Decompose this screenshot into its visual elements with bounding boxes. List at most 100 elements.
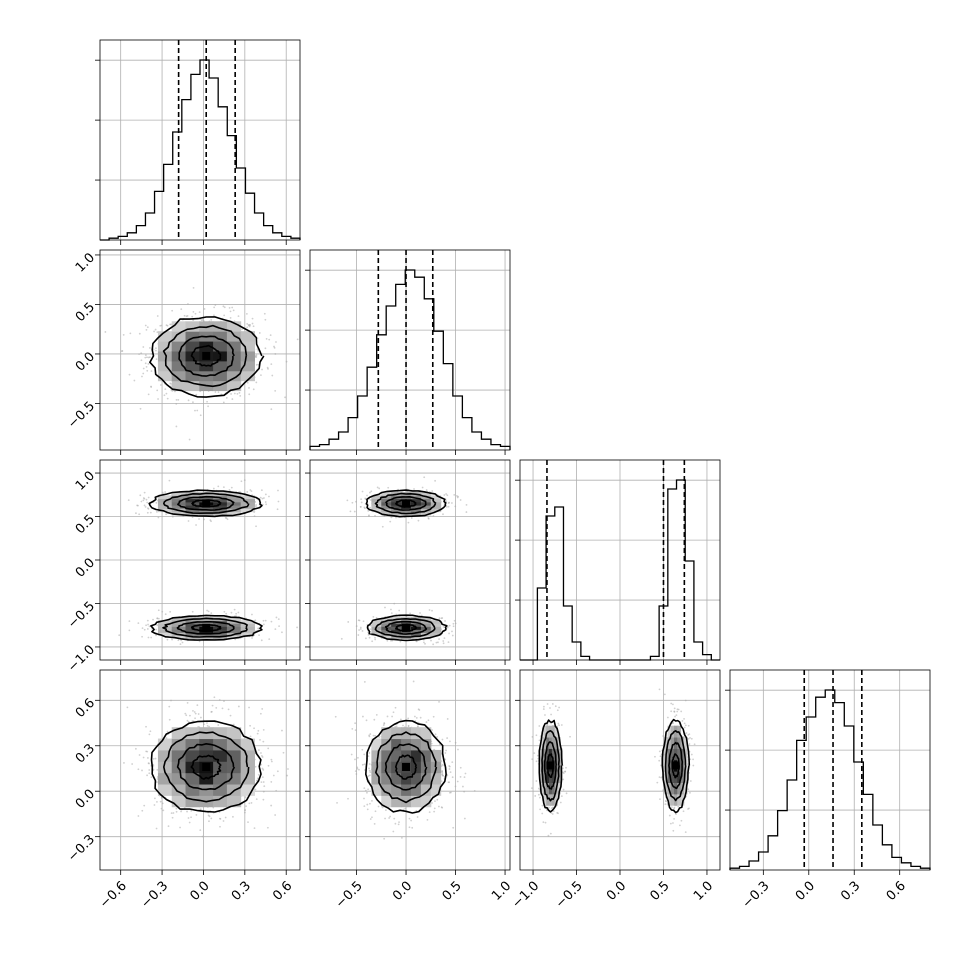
density-cell [185,341,200,352]
panel-content [334,680,476,840]
scatter-point [257,627,259,630]
scatter-point [444,752,447,754]
scatter-point [371,799,373,802]
scatter-point [187,399,190,402]
density-cell [213,784,228,796]
scatter-point [146,774,148,777]
density-cell [213,795,228,808]
scatter-point [196,409,199,412]
scatter-point [171,638,173,641]
scatter-point [361,490,364,493]
scatter-point [445,749,447,752]
scatter-point [378,736,381,739]
scatter-point [284,396,286,399]
scatter-point [268,495,270,498]
scatter-point [131,763,134,765]
density-cell [171,617,187,621]
scatter-point [276,508,279,511]
density-cell [226,620,242,624]
scatter-point [175,402,178,405]
scatter-point [209,519,212,522]
scatter-point [161,802,164,805]
scatter-point [155,501,158,504]
scatter-point [219,818,222,820]
scatter-point [354,722,357,725]
scatter-point [184,712,187,715]
scatter-point [264,318,267,321]
scatter-point [199,414,202,417]
scatter-point [155,358,158,361]
scatter-point [349,510,352,513]
scatter-point [147,636,150,639]
scatter-point [457,748,459,751]
scatter-point [213,696,216,699]
scatter-point [227,708,230,711]
density-cell [430,632,442,636]
density-peak [202,499,211,508]
scatter-point [262,769,265,771]
density-cell [240,508,255,513]
scatter-point [366,791,368,794]
scatter-point [451,776,454,779]
scatter-point [160,807,163,810]
scatter-point [367,775,370,777]
scatter-point [228,488,231,491]
scatter-point [269,334,272,337]
scatter-point [336,801,338,804]
scatter-point [416,816,419,818]
scatter-point [155,781,158,783]
scatter-point [210,817,213,820]
scatter-point [148,733,151,736]
scatter-point [399,718,402,721]
scatter-point [438,700,440,703]
scatter-point [369,802,371,805]
scatter-point [266,826,269,829]
density-cell [391,508,402,513]
scatter-point [286,774,289,777]
scatter-point [142,756,145,759]
scatter-point [144,362,147,365]
density-cell [171,331,187,342]
density-cell [157,350,173,362]
scatter-point [171,816,174,819]
density-cell [185,505,200,509]
scatter-point [156,769,159,771]
scatter-point [368,515,370,518]
scatter-point [443,637,446,639]
scatter-point [251,613,253,616]
scatter-point [360,498,363,501]
density-cell [410,501,422,506]
panel-frame [99,39,301,241]
scatter-point [363,805,366,808]
scatter-point [389,815,392,818]
scatter-point [453,493,456,496]
scatter-point [150,636,153,639]
scatter-point [143,491,146,494]
scatter-point [187,817,190,819]
scatter-point [372,734,375,737]
scatter-point [201,835,204,838]
scatter-point [267,367,269,370]
scatter-point [207,405,209,408]
scatter-point [441,763,444,766]
scatter-point [156,389,159,392]
scatter-point [410,819,413,822]
scatter-point [230,393,232,395]
scatter-point [223,314,226,317]
scatter-point [252,325,255,328]
density-cell [213,749,228,762]
scatter-point [123,762,125,764]
scatter-point [255,798,258,801]
scatter-point [368,636,371,639]
density-contour [374,617,436,638]
density-cell [157,505,173,509]
density-cell [226,629,242,633]
scatter-point [357,756,359,759]
density-cell [430,501,442,506]
scatter-point [392,711,395,714]
density-contour [191,499,222,508]
density-contour [162,324,248,388]
scatter-point [134,747,137,750]
density-cell [185,623,200,627]
